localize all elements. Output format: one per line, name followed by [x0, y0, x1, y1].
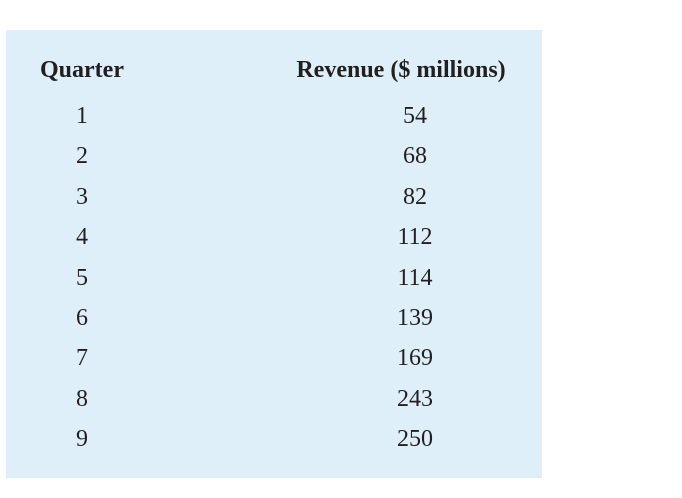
quarter-cell: 1 — [76, 103, 88, 129]
quarter-cell: 2 — [76, 143, 88, 170]
quarter-cell: 6 — [76, 305, 88, 331]
quarter-cell: 8 — [76, 385, 88, 412]
quarter-cell: 4 — [76, 224, 88, 251]
quarter-cell: 7 — [76, 345, 88, 372]
column-header: Quarter — [40, 57, 124, 83]
revenue-cell: 250 — [397, 426, 433, 453]
revenue-cell: 114 — [397, 264, 433, 291]
quarter-cell: 9 — [76, 426, 88, 453]
revenue-cell: 139 — [397, 305, 433, 331]
revenue-cell: 68 — [403, 143, 427, 170]
revenue-cell: 112 — [397, 224, 433, 251]
table-panel: Quarter Revenue ($ millions) 1 54 2 68 3 82 4 1… — [6, 30, 542, 478]
revenue-cell: 82 — [403, 183, 427, 210]
revenue-cell: 169 — [397, 345, 433, 372]
quarter-cell: 5 — [76, 264, 88, 291]
revenue-cell: 54 — [403, 103, 427, 129]
revenue-cell: 243 — [397, 385, 433, 412]
quarter-cell: 3 — [76, 183, 88, 210]
column-header: Revenue ($ millions) — [296, 57, 506, 83]
